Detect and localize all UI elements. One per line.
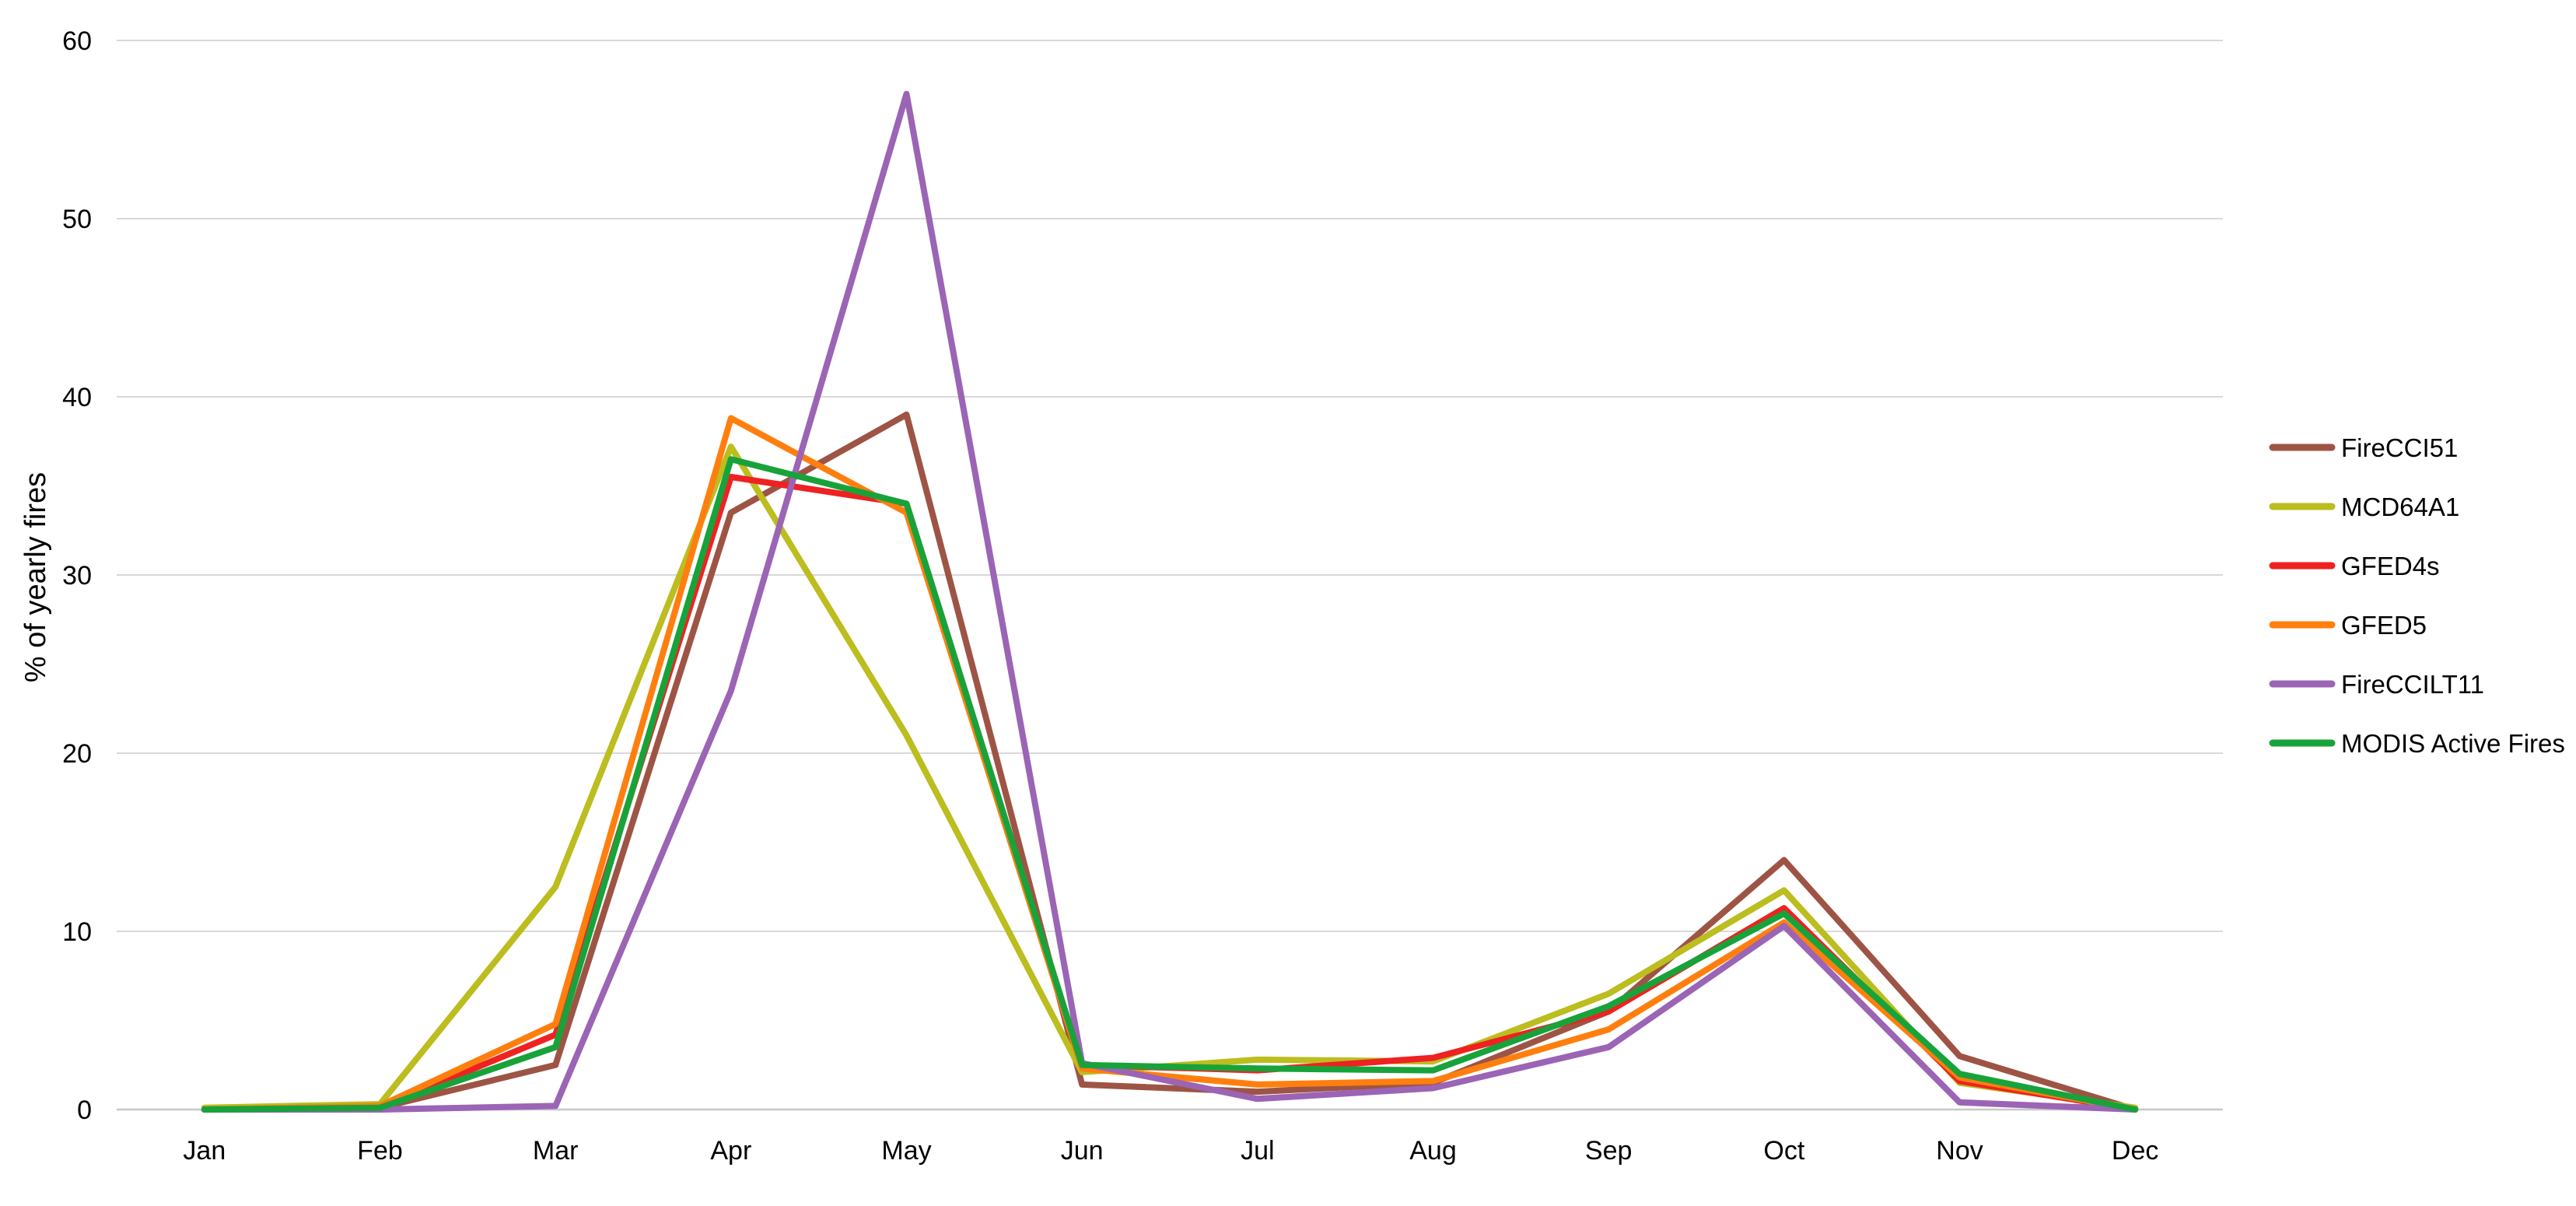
x-tick-label: May [881,1136,931,1166]
legend: FireCCI51 MCD64A1 GFED4s GFED5 FireCCILT11 MO… [2269,433,2565,758]
legend-item: FireCCI51 [2269,433,2458,462]
legend-label: MODIS Active Fires [2341,729,2565,758]
x-tick-label: Dec [2112,1136,2158,1166]
legend-label: MCD64A1 [2341,493,2459,521]
legend-label: GFED5 [2341,611,2427,640]
gridlines [117,40,2223,1111]
x-tick-label: Mar [533,1136,579,1166]
series-line-gfed4s [201,474,2139,1113]
axes: 0 10 20 30 40 50 60 Jan Feb Mar Apr May Jun Jul Aug Sep… [62,26,2158,1166]
x-tick-label: Oct [1763,1136,1804,1166]
series-line-firecci51 [201,411,2139,1113]
legend-label: GFED4s [2341,552,2440,580]
legend-item: FireCCILT11 [2269,670,2484,699]
y-tick-label: 40 [62,383,92,412]
series-line-fireccilt11 [201,90,2139,1113]
x-tick-label: Jun [1061,1136,1104,1166]
y-tick-label: 60 [62,26,92,56]
series-line-modis-active-fires [201,456,2139,1113]
y-tick-label: 30 [62,561,92,591]
series-line-mcd64a1 [201,443,2139,1111]
x-tick-label: Feb [357,1136,403,1166]
x-tick-label: Aug [1409,1136,1457,1166]
series-line-gfed5 [201,415,2139,1113]
legend-item: GFED5 [2269,611,2427,640]
x-tick-label: Apr [710,1136,751,1166]
series-lines [201,90,2139,1113]
x-tick-label: Nov [1936,1136,1983,1166]
y-tick-label: 50 [62,205,92,234]
y-tick-label: 0 [77,1096,92,1125]
legend-label: FireCCI51 [2341,433,2458,462]
legend-item: MCD64A1 [2269,493,2459,521]
x-tick-label: Sep [1585,1136,1633,1166]
y-tick-label: 20 [62,739,92,769]
x-tick-label: Jul [1241,1136,1274,1166]
legend-label: FireCCILT11 [2341,670,2484,699]
legend-item: GFED4s [2269,552,2440,580]
y-axis-title: % of yearly fires [19,472,52,682]
y-tick-label: 10 [62,917,92,947]
x-tick-label: Jan [183,1136,226,1166]
legend-item: MODIS Active Fires [2269,729,2565,758]
